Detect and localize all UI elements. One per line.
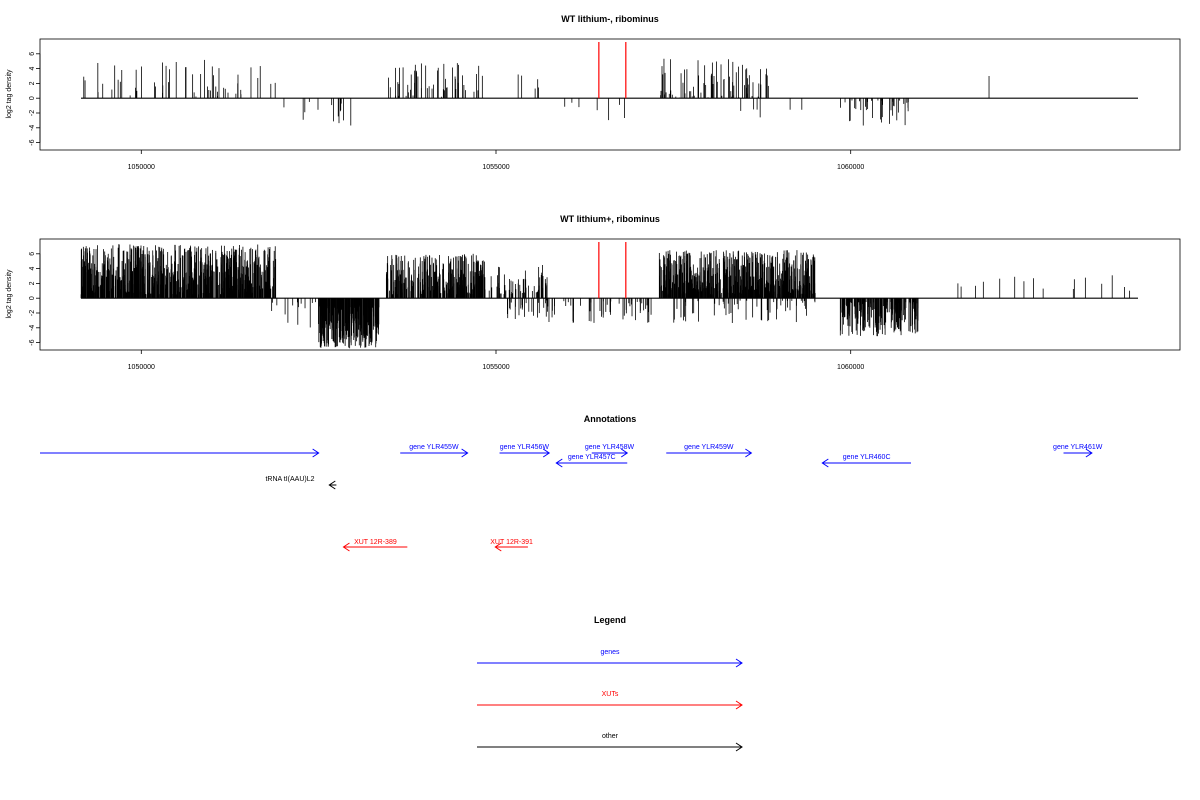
track1-title: WT lithium-, ribominus — [561, 14, 659, 24]
y-tick-label: -4 — [29, 325, 36, 331]
annotations-layer: gene YLR455W gene YLR456W gene YLR457C gene… — [40, 444, 1103, 552]
annotations-title: Annotations — [584, 414, 637, 424]
y-tick-label: 2 — [29, 81, 36, 85]
track2-y-axis: -6 -4 -2 0 2 4 6 — [29, 252, 41, 346]
gene-arrow — [591, 448, 629, 458]
x-tick-label: 1060000 — [837, 164, 864, 171]
legend-label: XUTs — [602, 691, 619, 698]
y-tick-label: 4 — [29, 67, 36, 71]
gene-label: gene YLR457C — [568, 454, 616, 461]
xut-arrow — [494, 542, 528, 552]
track1-ylabel: log2 tag density — [6, 69, 13, 119]
gene-arrow — [821, 458, 911, 468]
track1-plot-frame — [39, 38, 1181, 151]
y-tick-label: 6 — [29, 252, 36, 256]
y-tick-label: 2 — [29, 281, 36, 285]
y-tick-label: 6 — [29, 52, 36, 56]
y-tick-label: 0 — [29, 296, 36, 300]
legend-label: genes — [600, 649, 620, 656]
legend-label: other — [602, 733, 619, 740]
gene-arrow — [499, 448, 551, 458]
track1-y-axis: -6 -4 -2 0 2 4 6 — [29, 52, 41, 146]
legend-arrow — [477, 700, 743, 710]
gene-label: gene YLR460C — [843, 454, 891, 461]
gene-label: gene YLR456W — [500, 444, 550, 451]
y-tick-label: -2 — [29, 310, 36, 316]
track2-ylabel: log2 tag density — [6, 269, 13, 319]
x-tick-label: 1055000 — [482, 164, 509, 171]
y-tick-label: -6 — [29, 139, 36, 145]
gene-label: gene YLR459W — [684, 444, 734, 451]
gene-arrow — [666, 448, 753, 458]
gene-arrow — [1063, 448, 1093, 458]
track1-bars — [81, 42, 1138, 126]
y-tick-label: -6 — [29, 339, 36, 345]
legend-arrow — [477, 742, 743, 752]
gene-label: gene YLR461W — [1053, 444, 1103, 451]
y-tick-label: 0 — [29, 96, 36, 100]
track2-x-axis: 1050000 1055000 1060000 — [128, 350, 864, 371]
x-tick-label: 1050000 — [128, 164, 155, 171]
legend-layer: genes XUTs other — [477, 649, 743, 752]
xut-label: XUT 12R-391 — [490, 539, 533, 546]
gene-label: gene YLR458W — [585, 444, 635, 451]
gene-arrow — [555, 458, 628, 468]
track2-title: WT lithium+, ribominus — [560, 214, 660, 224]
xut-arrow — [342, 542, 408, 552]
gene-arrow — [400, 448, 469, 458]
y-tick-label: 4 — [29, 267, 36, 271]
track1-x-axis: 1050000 1055000 1060000 — [128, 150, 864, 171]
xut-label: XUT 12R-389 — [354, 539, 397, 546]
track2-bars — [80, 242, 1138, 349]
y-tick-label: -2 — [29, 110, 36, 116]
other-feature-label: tRNA tI(AAU)L2 — [265, 476, 314, 483]
gene-arrow — [40, 448, 320, 458]
legend-arrow — [477, 658, 743, 668]
other-feature-arrow — [328, 480, 337, 490]
gene-label: gene YLR455W — [409, 444, 459, 451]
legend-title: Legend — [594, 615, 626, 625]
x-tick-label: 1055000 — [482, 364, 509, 371]
x-tick-label: 1050000 — [128, 364, 155, 371]
y-tick-label: -4 — [29, 125, 36, 131]
x-tick-label: 1060000 — [837, 364, 864, 371]
